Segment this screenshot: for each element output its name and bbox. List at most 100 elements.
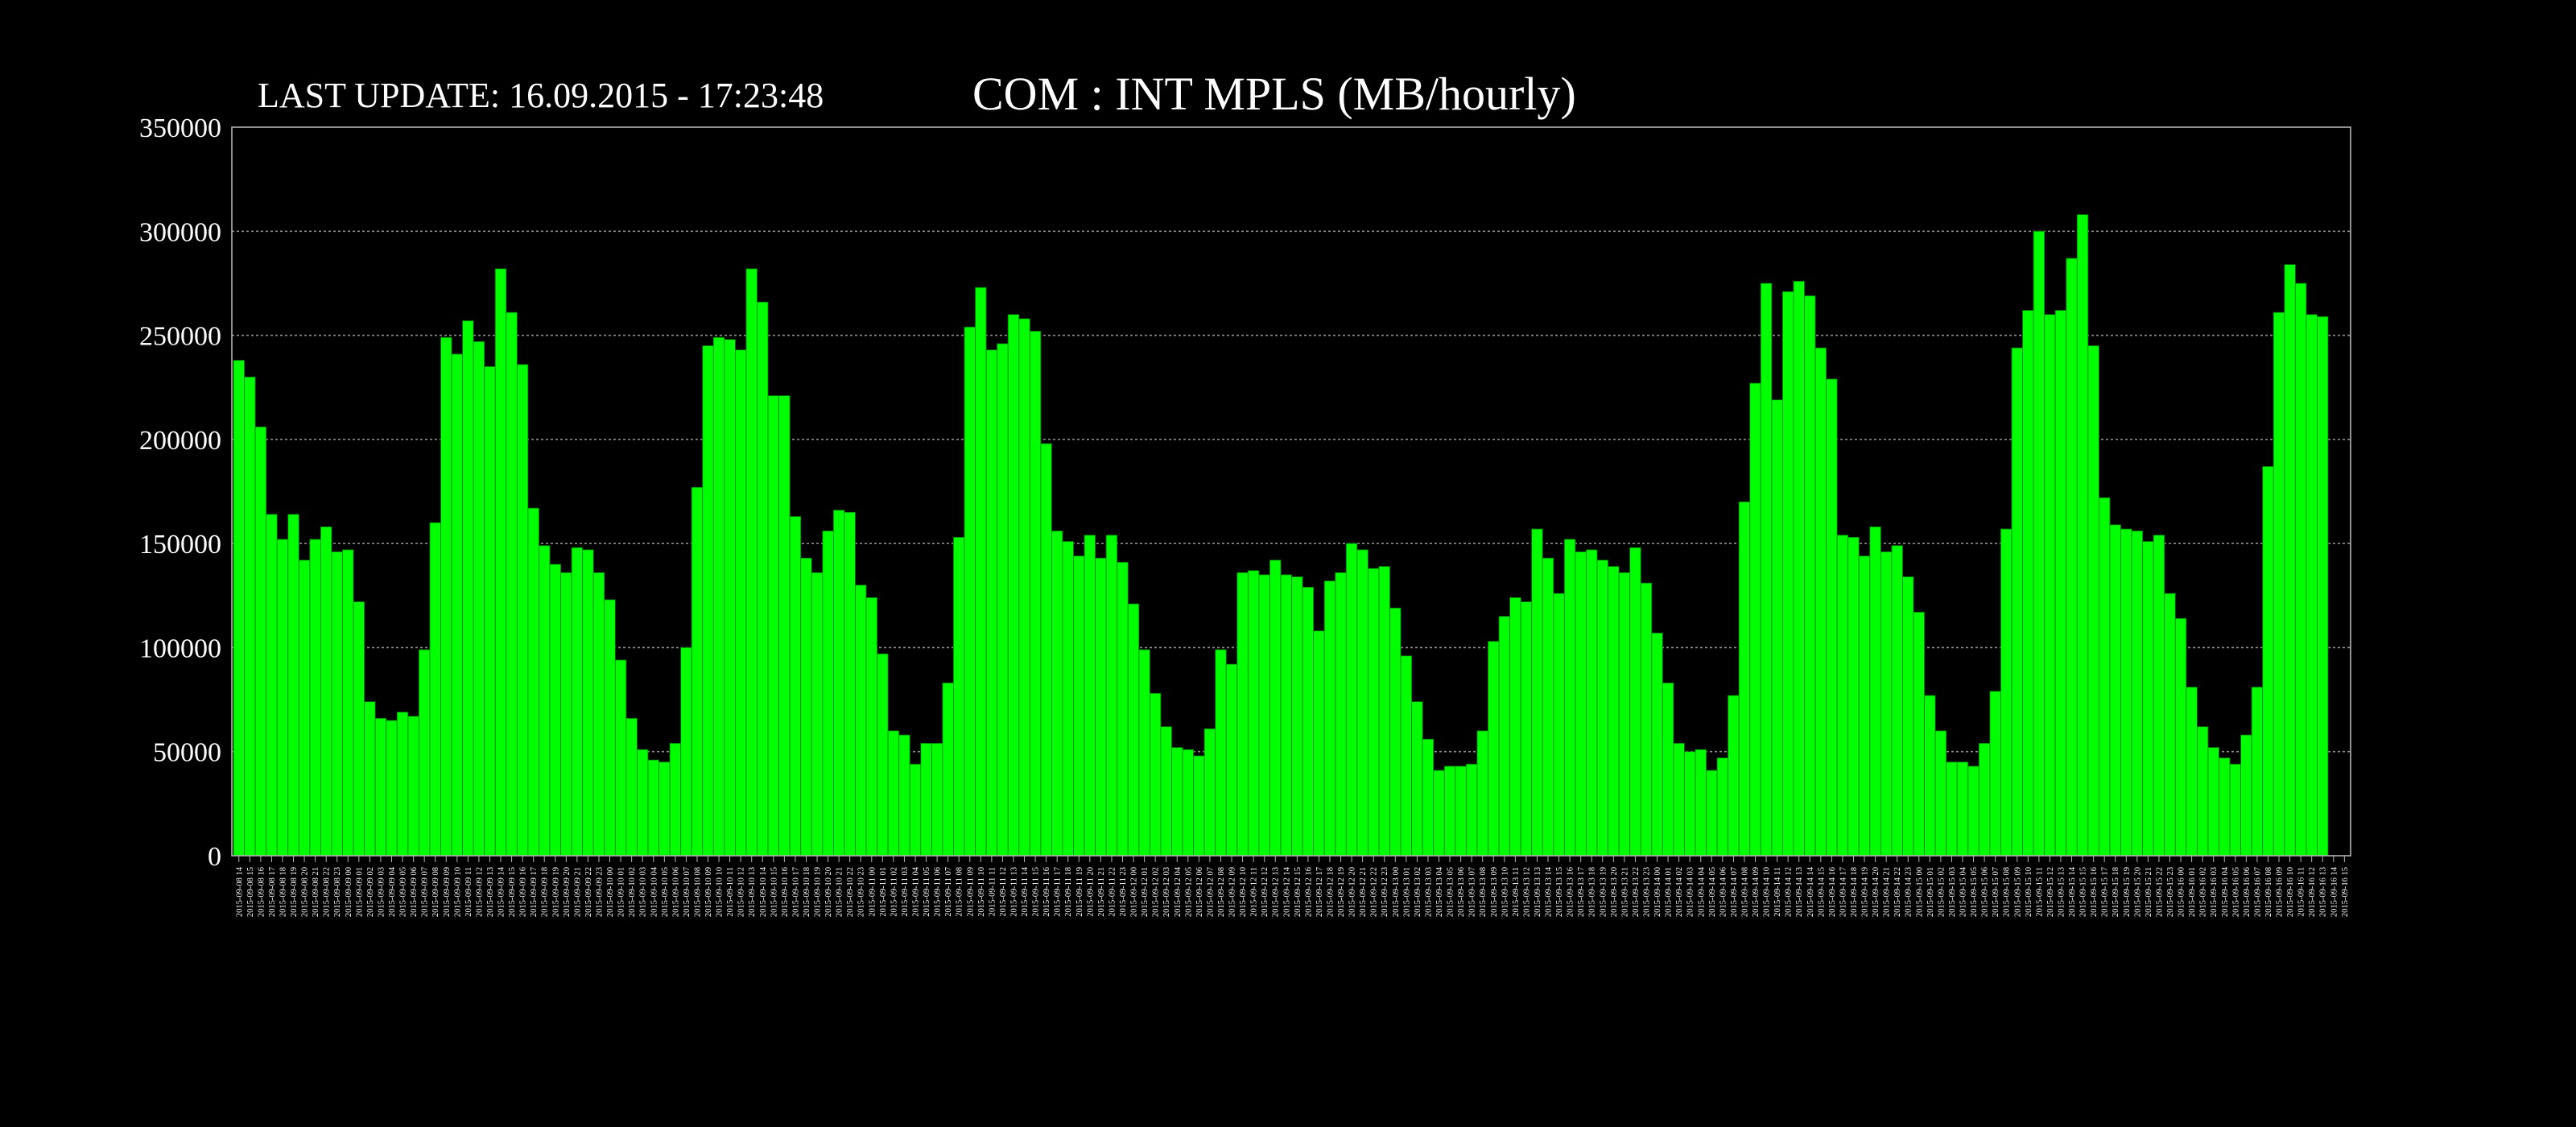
x-tick-label: 2015-09-11 07 — [944, 867, 953, 917]
bar — [1247, 570, 1260, 857]
bar — [1618, 572, 1631, 857]
x-tick-label: 2015-09-16 04 — [2221, 866, 2230, 917]
bar — [2131, 530, 2144, 857]
bar — [418, 649, 431, 857]
bar — [1695, 749, 1707, 857]
x-tick-label: 2015-09-11 03 — [901, 867, 910, 917]
bar — [855, 584, 867, 857]
bar — [2076, 214, 2089, 857]
x-tick-label: 2015-09-12 17 — [1315, 867, 1324, 917]
bar — [244, 376, 256, 857]
x-tick-label: 2015-09-12 12 — [1261, 867, 1269, 917]
bar — [669, 742, 682, 857]
x-tick-label: 2015-09-15 15 — [2079, 867, 2088, 917]
bar — [1640, 582, 1653, 857]
x-tick-label: 2015-09-15 11 — [2035, 867, 2044, 917]
bar — [582, 549, 594, 857]
bar — [2120, 528, 2132, 857]
x-tick-label: 2015-09-08 15 — [246, 867, 255, 917]
x-tick-label: 2015-09-09 12 — [475, 867, 484, 917]
x-tick-label: 2015-09-15 14 — [2068, 866, 2077, 917]
bar — [320, 526, 332, 857]
bar — [1127, 603, 1140, 857]
x-tick-label: 2015-09-10 16 — [781, 867, 790, 917]
y-tick-label: 50000 — [153, 738, 221, 768]
bar — [1171, 747, 1183, 857]
x-tick-label: 2015-09-11 09 — [966, 867, 975, 917]
x-tick-label: 2015-09-10 14 — [759, 866, 768, 917]
x-tick-label: 2015-09-15 05 — [1970, 867, 1979, 917]
bar — [909, 763, 922, 857]
x-tick-label: 2015-09-08 17 — [268, 867, 277, 917]
x-tick-label: 2015-09-10 02 — [628, 867, 637, 917]
bar — [844, 511, 856, 857]
x-tick-label: 2015-09-12 09 — [1228, 867, 1237, 917]
bar — [1793, 280, 1805, 857]
x-tick-label: 2015-09-11 10 — [977, 867, 986, 917]
bar — [920, 742, 932, 857]
bar — [254, 426, 267, 857]
x-tick-label: 2015-09-11 16 — [1042, 867, 1051, 917]
x-tick-label: 2015-09-11 02 — [890, 867, 898, 917]
bar — [342, 549, 354, 857]
x-tick-label: 2015-09-09 01 — [355, 867, 364, 917]
bar — [712, 336, 725, 857]
bar — [1138, 649, 1150, 857]
x-tick-label: 2015-09-15 03 — [1948, 867, 1957, 917]
bar — [1498, 616, 1510, 857]
x-tick-label: 2015-09-12 22 — [1370, 867, 1379, 917]
bar — [832, 510, 845, 857]
bar — [1356, 549, 1368, 857]
x-tick-label: 2015-09-11 23 — [1119, 867, 1128, 917]
x-axis-ticks: 2015-09-08 14 2015-09-08 15 2015-09-08 16 2… — [235, 856, 2350, 917]
bar — [1924, 695, 1936, 857]
bar — [985, 349, 998, 857]
bar — [1149, 692, 1162, 857]
x-tick-label: 2015-09-10 15 — [770, 867, 778, 917]
bar — [2317, 316, 2329, 857]
bar — [2240, 734, 2252, 857]
bar — [1760, 283, 1773, 857]
y-axis-ticks: 0 50000 100000 150000 200000 250000 300000 3500… — [139, 114, 221, 872]
x-tick-label: 2015-09-11 18 — [1064, 867, 1073, 917]
x-tick-label: 2015-09-11 04 — [912, 866, 921, 916]
x-tick-label: 2015-09-14 12 — [1785, 867, 1794, 917]
bar — [1236, 572, 1249, 857]
x-tick-label: 2015-09-09 22 — [584, 867, 593, 917]
bar — [1553, 592, 1565, 857]
x-tick-label: 2015-09-10 23 — [857, 867, 866, 917]
y-tick-label: 150000 — [139, 530, 221, 559]
bar — [1422, 738, 1435, 857]
x-tick-label: 2015-09-11 17 — [1054, 867, 1063, 917]
x-tick-label: 2015-09-15 02 — [1937, 867, 1946, 917]
bar — [1258, 574, 1270, 857]
x-tick-label: 2015-09-11 21 — [1097, 867, 1106, 917]
bar — [1203, 728, 1216, 857]
bar — [1280, 574, 1292, 857]
x-tick-label: 2015-09-10 06 — [671, 867, 680, 917]
bar — [1455, 766, 1467, 857]
bar — [2229, 763, 2241, 857]
y-tick-label: 0 — [208, 842, 221, 872]
x-tick-label: 2015-09-15 12 — [2046, 867, 2055, 917]
x-tick-label: 2015-09-10 10 — [716, 867, 724, 917]
x-tick-label: 2015-09-12 07 — [1206, 867, 1215, 917]
bar — [1706, 770, 1718, 857]
x-tick-label: 2015-09-13 10 — [1501, 867, 1509, 917]
x-tick-label: 2015-09-15 16 — [2090, 867, 2099, 917]
x-tick-label: 2015-09-12 05 — [1184, 867, 1193, 917]
bar — [2054, 310, 2067, 857]
x-tick-label: 2015-09-13 13 — [1534, 867, 1542, 917]
bar — [964, 326, 976, 857]
bar — [767, 395, 780, 857]
x-tick-label: 2015-09-13 04 — [1435, 866, 1444, 917]
bar — [1411, 701, 1423, 857]
x-tick-label: 2015-09-12 10 — [1239, 867, 1248, 917]
bar — [997, 343, 1009, 857]
x-tick-label: 2015-09-16 07 — [2253, 867, 2262, 917]
bar — [1814, 347, 1827, 857]
bar — [407, 716, 419, 857]
x-tick-label: 2015-09-14 00 — [1653, 867, 1662, 917]
x-tick-label: 2015-09-13 18 — [1588, 867, 1597, 917]
bar — [1804, 295, 1816, 857]
